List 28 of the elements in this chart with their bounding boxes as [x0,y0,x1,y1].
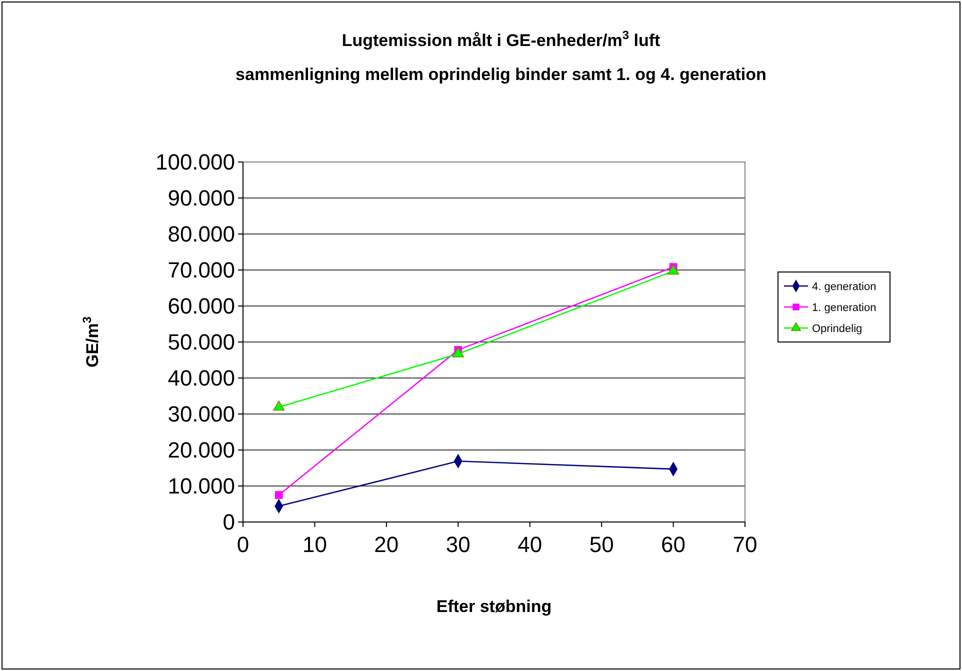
x-tick-label: 20 [374,532,399,557]
y-tick-label: 60.000 [168,294,235,319]
x-tick-label: 10 [302,532,327,557]
point [668,264,680,275]
point [274,491,283,499]
y-tick-label: 100.000 [155,150,235,175]
x-axis-title: Efter støbning [436,597,552,616]
y-tick-label: 40.000 [168,366,235,391]
legend-label: 4. generation [812,280,876,293]
x-tick-label: 60 [661,532,686,557]
x-tick-label: 70 [732,532,758,557]
x-tick-label: 40 [518,532,542,557]
y-tick-label: 70.000 [168,258,235,283]
chart-title: Lugtemission målt i GE-enheder/m$^{3}$ luft [342,28,661,50]
x-tick-label: 30 [446,532,470,557]
y-tick-label: 80.000 [168,222,235,247]
y-tick-label: 0 [222,510,235,535]
point [452,347,464,358]
y-tick-label: 50.000 [168,330,235,355]
y-tick-label: 20.000 [168,438,235,463]
y-tick-label: 30.000 [168,402,235,427]
y-tick-label: 90.000 [168,186,235,211]
legend-label: Oprindelig [812,322,862,335]
y-tick-label: 10.000 [168,474,235,499]
x-tick-label: 50 [589,532,614,557]
chart-subtitle: sammenligning mellem oprindelig binder samt 1. og 4. generation [236,65,766,84]
point [273,400,285,411]
legend-label: 1. generation [812,302,876,314]
